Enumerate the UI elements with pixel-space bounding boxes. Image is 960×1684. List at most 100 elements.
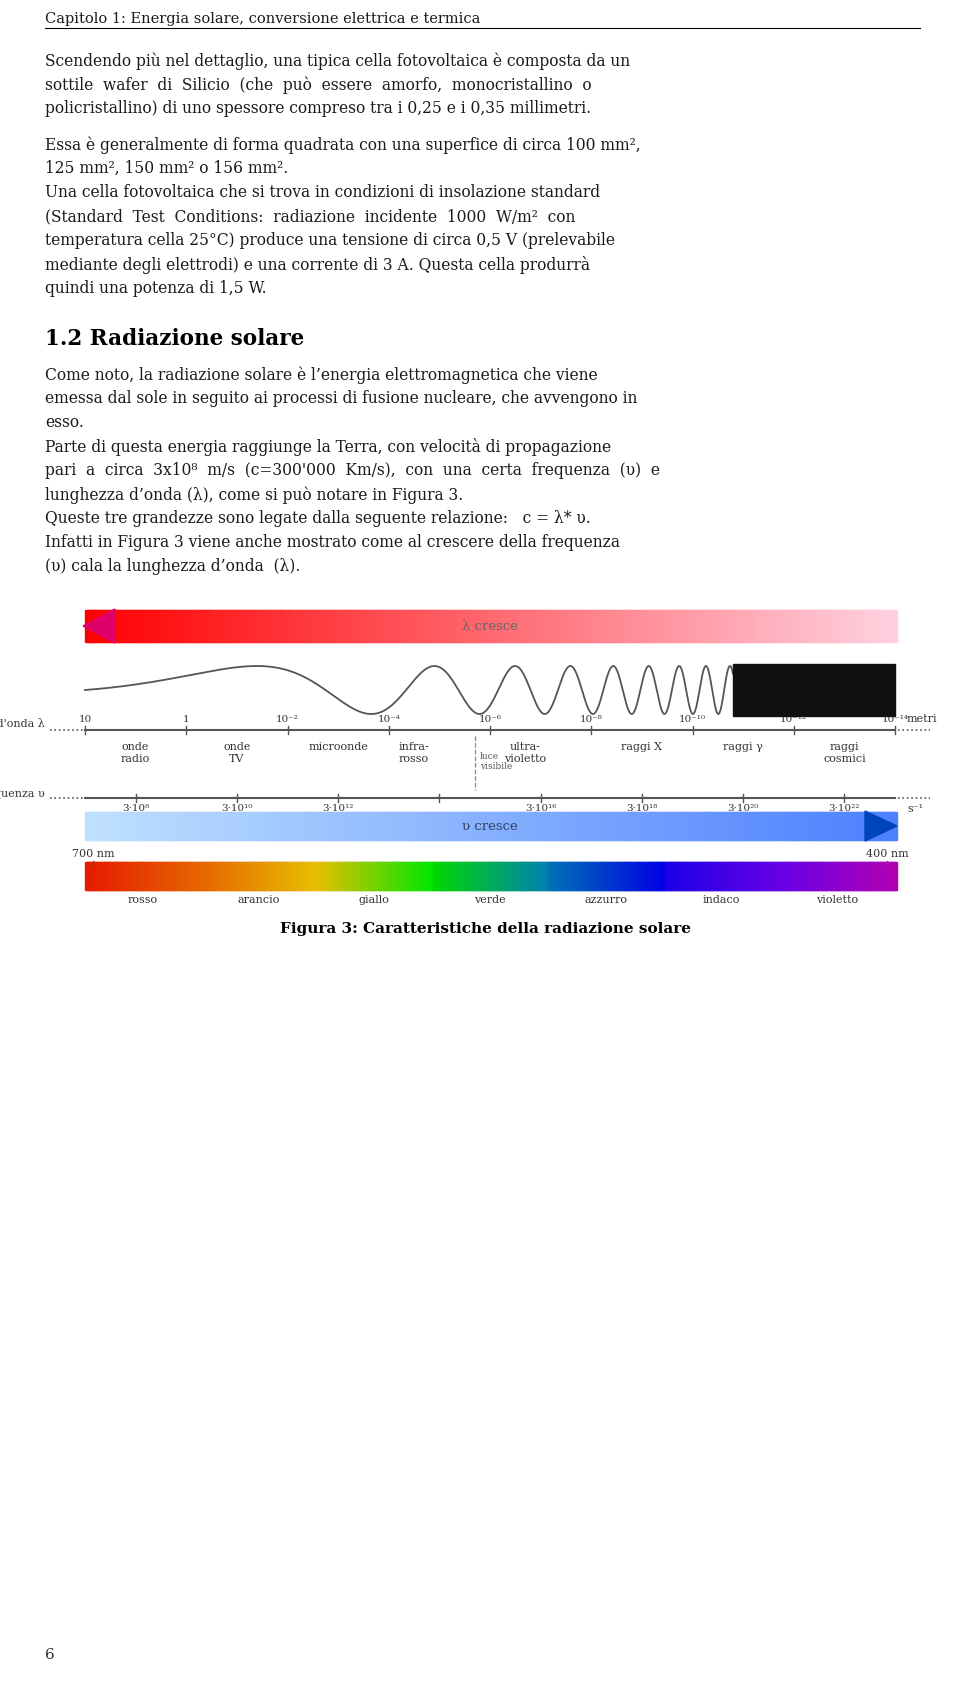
Bar: [182, 610, 186, 642]
Bar: [305, 862, 308, 891]
Bar: [649, 812, 654, 840]
Bar: [249, 862, 252, 891]
Bar: [294, 862, 297, 891]
Bar: [241, 862, 244, 891]
Bar: [212, 610, 216, 642]
Bar: [720, 862, 723, 891]
Bar: [752, 812, 756, 840]
Bar: [874, 812, 877, 840]
Bar: [824, 862, 827, 891]
Bar: [217, 610, 222, 642]
Bar: [172, 812, 176, 840]
Bar: [619, 862, 623, 891]
Bar: [120, 610, 124, 642]
Bar: [537, 862, 540, 891]
Bar: [255, 812, 259, 840]
Bar: [660, 812, 664, 840]
Bar: [567, 862, 571, 891]
Bar: [342, 812, 346, 840]
Bar: [463, 610, 468, 642]
Bar: [468, 610, 472, 642]
Bar: [692, 862, 696, 891]
Bar: [442, 610, 445, 642]
Bar: [136, 610, 140, 642]
Bar: [765, 862, 769, 891]
Bar: [679, 812, 684, 840]
Bar: [463, 862, 466, 891]
Bar: [639, 862, 642, 891]
Bar: [713, 862, 717, 891]
Bar: [105, 862, 108, 891]
Bar: [641, 610, 645, 642]
Bar: [103, 862, 106, 891]
Bar: [544, 812, 548, 840]
Bar: [363, 812, 368, 840]
Bar: [733, 862, 736, 891]
Bar: [505, 862, 508, 891]
Bar: [515, 812, 518, 840]
Bar: [403, 812, 408, 840]
Text: Figura 3: Caratteristiche della radiazione solare: Figura 3: Caratteristiche della radiazio…: [279, 923, 690, 936]
Bar: [771, 812, 775, 840]
Bar: [406, 862, 409, 891]
Bar: [119, 862, 122, 891]
Bar: [528, 812, 532, 840]
Bar: [468, 812, 472, 840]
Bar: [136, 812, 140, 840]
Bar: [609, 610, 613, 642]
Bar: [604, 610, 608, 642]
Bar: [342, 610, 346, 642]
Bar: [391, 862, 395, 891]
Bar: [606, 610, 611, 642]
Bar: [621, 862, 624, 891]
Bar: [759, 862, 762, 891]
Text: luce
visibile: luce visibile: [480, 753, 513, 771]
Bar: [396, 812, 399, 840]
Bar: [515, 862, 517, 891]
Bar: [876, 812, 880, 840]
Bar: [762, 862, 765, 891]
Bar: [223, 610, 227, 642]
Bar: [339, 610, 343, 642]
Bar: [683, 862, 685, 891]
Bar: [531, 610, 535, 642]
Bar: [692, 812, 697, 840]
Bar: [563, 862, 566, 891]
Bar: [328, 812, 332, 840]
Bar: [811, 862, 814, 891]
Bar: [439, 610, 443, 642]
Bar: [451, 862, 454, 891]
Polygon shape: [865, 812, 897, 840]
Bar: [887, 812, 891, 840]
Bar: [293, 812, 297, 840]
Bar: [443, 862, 446, 891]
Bar: [226, 862, 229, 891]
Bar: [546, 812, 551, 840]
Bar: [160, 610, 165, 642]
Bar: [150, 862, 153, 891]
Bar: [736, 862, 739, 891]
Bar: [830, 812, 834, 840]
Bar: [741, 610, 745, 642]
Bar: [460, 812, 465, 840]
Bar: [425, 610, 429, 642]
Bar: [204, 862, 206, 891]
Bar: [431, 812, 435, 840]
Bar: [347, 812, 351, 840]
Bar: [747, 812, 751, 840]
Bar: [239, 862, 242, 891]
Bar: [777, 812, 780, 840]
Bar: [647, 610, 651, 642]
Bar: [323, 812, 326, 840]
Bar: [863, 812, 867, 840]
Bar: [381, 862, 385, 891]
Bar: [622, 812, 627, 840]
Bar: [684, 812, 688, 840]
Bar: [309, 610, 313, 642]
Bar: [852, 610, 856, 642]
Bar: [296, 610, 300, 642]
Bar: [861, 862, 864, 891]
Text: onde
radio: onde radio: [121, 743, 151, 763]
Bar: [284, 862, 287, 891]
Bar: [767, 862, 770, 891]
